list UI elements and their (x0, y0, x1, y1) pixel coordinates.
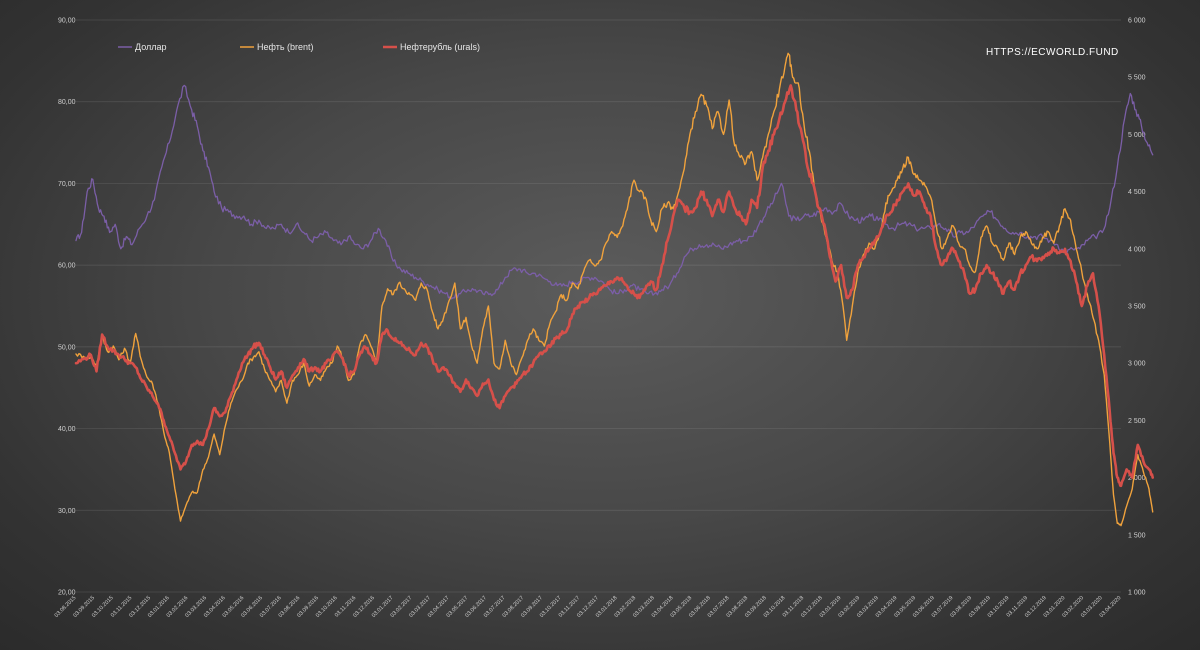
y-right-tick-label: 4 000 (1128, 246, 1146, 253)
legend-label-urals: Нефтерубль (urals) (400, 42, 480, 52)
y-left-tick-label: 80,00 (58, 99, 76, 106)
grid-lines (76, 19, 1121, 593)
series-line-0 (75, 84, 1154, 300)
y-right-tick-label: 3 500 (1128, 304, 1146, 311)
series-line-2 (74, 84, 1154, 488)
y-axis-right: 1 000 1 500 2 000 2 500 3 000 3 500 4 000 4 500… (1128, 18, 1146, 597)
watermark[interactable]: HTTPS://ECWORLD.FUND (986, 47, 1119, 58)
legend-label-brent: Нефть (brent) (257, 42, 314, 52)
y-left-tick-label: 60,00 (58, 263, 76, 270)
legend: Доллар Нефть (brent) Нефтерубль (urals) (118, 42, 480, 52)
legend-label-dollar: Доллар (135, 42, 167, 52)
y-left-tick-label: 70,00 (58, 181, 76, 188)
y-left-tick-label: 40,00 (58, 426, 76, 433)
y-left-tick-label: 90,00 (58, 18, 76, 25)
x-axis: 03.08.201503.09.201503.10.201503.11.2015… (54, 595, 1123, 619)
y-right-tick-label: 2 500 (1128, 418, 1146, 425)
series-line-1 (75, 52, 1154, 527)
y-right-tick-label: 5 000 (1128, 132, 1146, 139)
y-right-tick-label: 1 500 (1128, 532, 1146, 539)
series-group (74, 52, 1154, 527)
y-right-tick-label: 4 500 (1128, 189, 1146, 196)
y-right-tick-label: 3 000 (1128, 361, 1146, 368)
y-axis-left: 20,00 30,00 40,00 50,00 60,00 70,00 80,00 90,00 (58, 18, 76, 597)
y-left-tick-label: 50,00 (58, 344, 76, 351)
y-right-tick-label: 1 000 (1128, 590, 1146, 597)
y-left-tick-label: 30,00 (58, 508, 76, 515)
y-right-tick-label: 2 000 (1128, 475, 1146, 482)
y-left-tick-label: 20,00 (58, 590, 76, 597)
y-right-tick-label: 5 500 (1128, 75, 1146, 82)
y-right-tick-label: 6 000 (1128, 18, 1146, 25)
